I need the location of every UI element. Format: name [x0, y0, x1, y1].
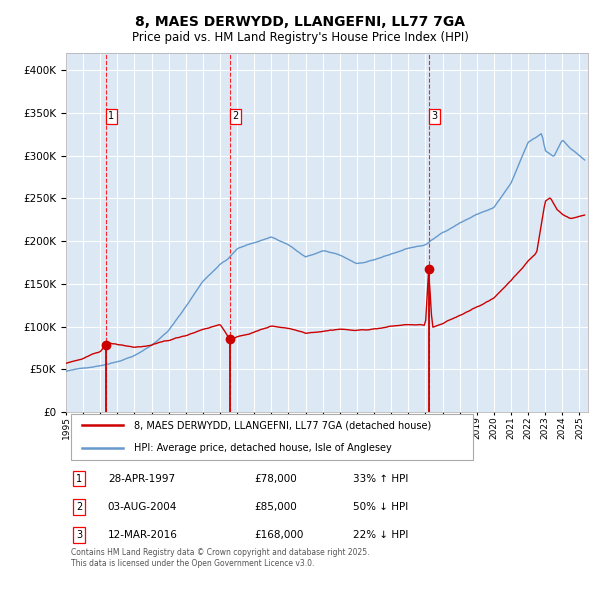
- Text: £168,000: £168,000: [254, 530, 303, 540]
- Text: 28-APR-1997: 28-APR-1997: [108, 474, 175, 484]
- Text: 2: 2: [76, 502, 82, 512]
- Text: 3: 3: [431, 112, 437, 121]
- Text: HPI: Average price, detached house, Isle of Anglesey: HPI: Average price, detached house, Isle…: [134, 443, 392, 453]
- Text: 1: 1: [108, 112, 115, 121]
- Text: Price paid vs. HM Land Registry's House Price Index (HPI): Price paid vs. HM Land Registry's House …: [131, 31, 469, 44]
- Text: 2: 2: [233, 112, 239, 121]
- Text: £78,000: £78,000: [254, 474, 296, 484]
- Text: £85,000: £85,000: [254, 502, 296, 512]
- Text: 8, MAES DERWYDD, LLANGEFNI, LL77 7GA (detached house): 8, MAES DERWYDD, LLANGEFNI, LL77 7GA (de…: [134, 421, 431, 431]
- Text: 33% ↑ HPI: 33% ↑ HPI: [353, 474, 409, 484]
- Text: Contains HM Land Registry data © Crown copyright and database right 2025.
This d: Contains HM Land Registry data © Crown c…: [71, 548, 370, 568]
- FancyBboxPatch shape: [71, 414, 473, 460]
- Text: 8, MAES DERWYDD, LLANGEFNI, LL77 7GA: 8, MAES DERWYDD, LLANGEFNI, LL77 7GA: [135, 15, 465, 29]
- Text: 03-AUG-2004: 03-AUG-2004: [108, 502, 177, 512]
- Text: 12-MAR-2016: 12-MAR-2016: [108, 530, 178, 540]
- Text: 50% ↓ HPI: 50% ↓ HPI: [353, 502, 409, 512]
- Text: 22% ↓ HPI: 22% ↓ HPI: [353, 530, 409, 540]
- Text: 1: 1: [76, 474, 82, 484]
- Text: 3: 3: [76, 530, 82, 540]
